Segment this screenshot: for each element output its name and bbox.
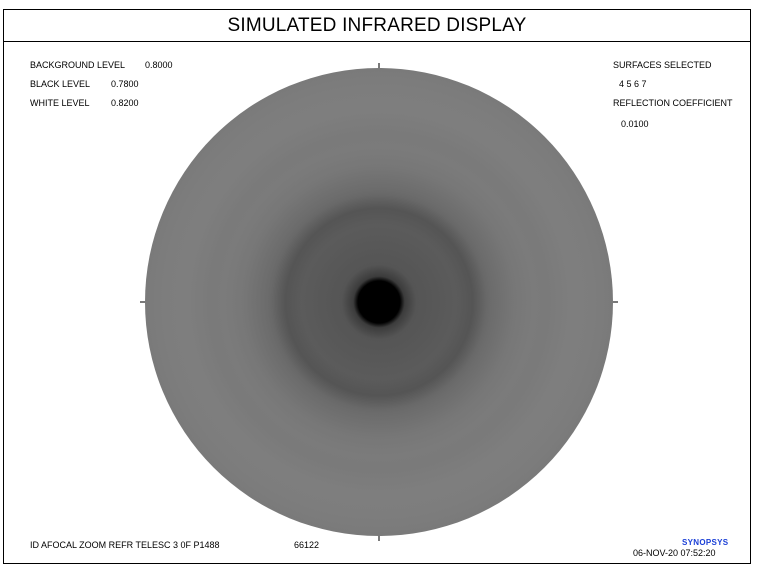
left-tick <box>140 301 145 303</box>
plot-frame: SIMULATED INFRARED DISPLAY <box>3 9 751 564</box>
background-level-value: 0.8000 <box>145 60 173 70</box>
white-level-value: 0.8200 <box>111 98 139 108</box>
top-tick <box>378 63 380 68</box>
lens-code: 66122 <box>294 540 320 550</box>
infrared-display-svg <box>140 63 618 541</box>
surfaces-selected-values: 4 5 6 7 <box>619 79 647 89</box>
black-level-value: 0.7800 <box>111 79 139 89</box>
white-level-label: WHITE LEVEL <box>30 98 90 108</box>
title-bar: SIMULATED INFRARED DISPLAY <box>4 10 750 42</box>
reflection-coefficient-label: REFLECTION COEFFICIENT <box>613 98 733 108</box>
lens-id: ID AFOCAL ZOOM REFR TELESC 3 0F P1488 <box>30 540 220 550</box>
infrared-display <box>140 63 618 541</box>
surfaces-selected-label: SURFACES SELECTED <box>613 60 712 70</box>
background-level-label: BACKGROUND LEVEL <box>30 60 126 70</box>
black-level-label: BLACK LEVEL <box>30 79 91 89</box>
bottom-tick <box>378 536 380 541</box>
datetime: 06-NOV-20 07:52:20 <box>633 548 716 558</box>
page-title: SIMULATED INFRARED DISPLAY <box>227 15 527 36</box>
right-tick <box>613 301 618 303</box>
center-spot <box>358 281 400 323</box>
brand-logo: SYNOPSYS <box>682 538 729 547</box>
reflection-coefficient-value: 0.0100 <box>621 119 649 129</box>
